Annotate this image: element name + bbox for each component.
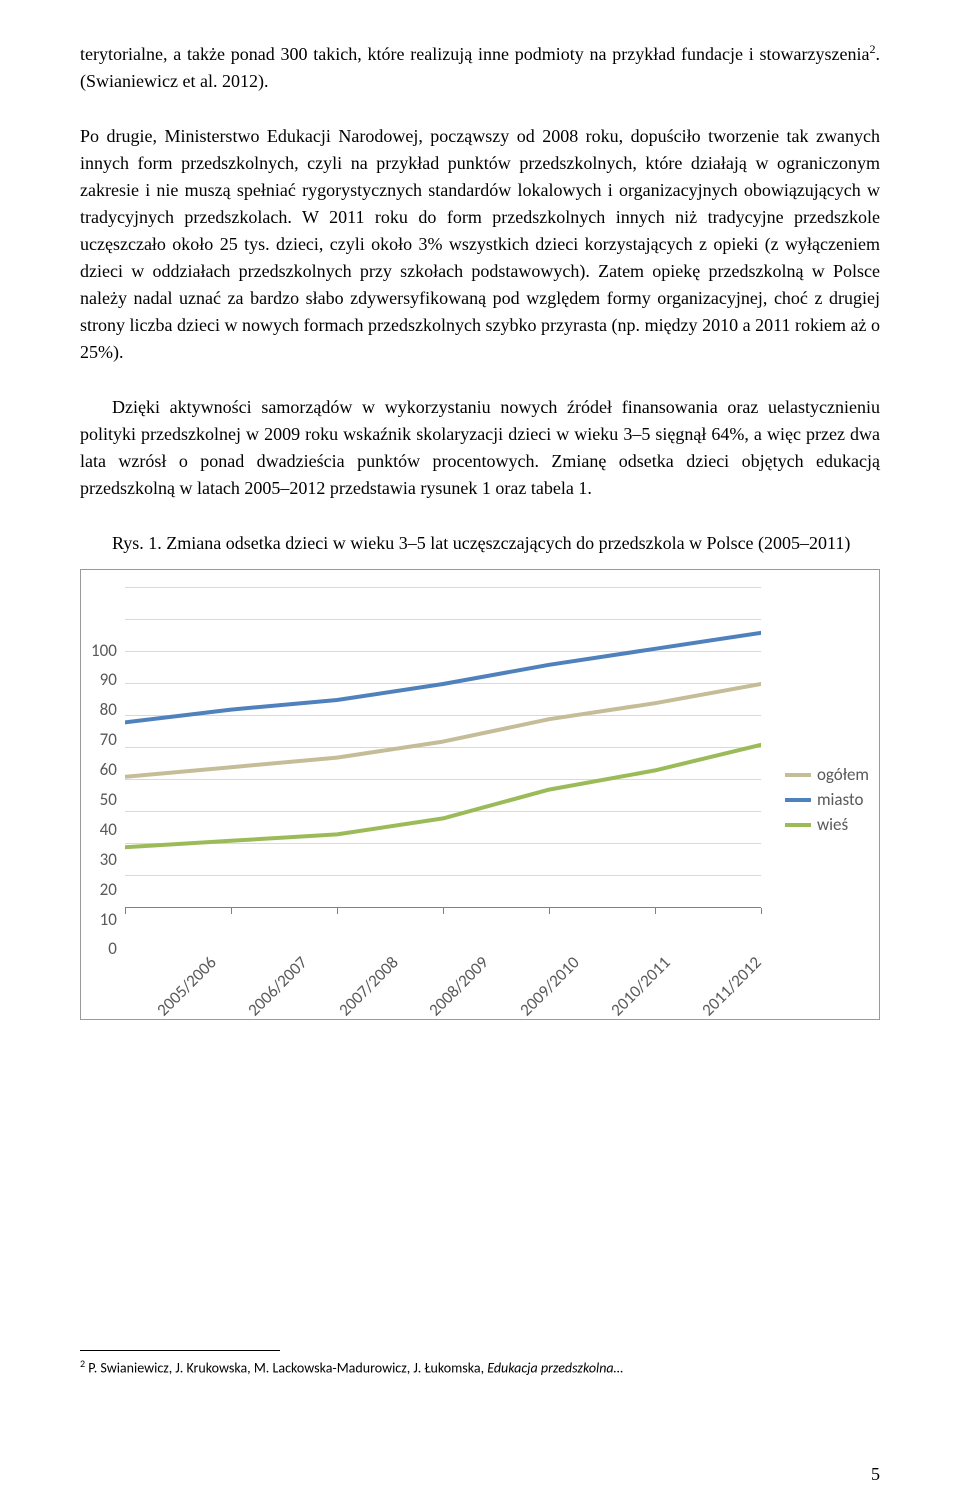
legend-item-wieś: wieś [785,814,869,835]
footnote-text-italic: Edukacja przedszkolna… [487,1360,623,1377]
y-tick-label: 0 [108,938,117,959]
y-tick-label: 50 [100,789,117,810]
chart-plot-area [125,588,761,908]
footnote-separator [80,1350,280,1351]
y-tick-label: 80 [100,699,117,720]
chart-legend: ogółem miasto wieś [761,760,869,839]
legend-label: miasto [817,789,864,810]
y-tick-label: 30 [100,849,117,870]
series-ogółem [125,684,761,777]
legend-label: wieś [817,814,848,835]
legend-item-miasto: miasto [785,789,869,810]
x-tick [655,908,656,914]
x-tick [337,908,338,914]
x-tick [125,908,126,914]
series-wieś [125,745,761,847]
y-tick-label: 40 [100,819,117,840]
paragraph-1: terytorialne, a także ponad 300 takich, … [80,40,880,95]
y-tick-label: 100 [91,640,117,661]
series-miasto [125,633,761,723]
chart-y-axis: 1009080706050403020100 [91,640,125,960]
chart-container: 1009080706050403020100 2005/20062006/200… [80,569,880,1020]
y-tick-label: 20 [100,879,117,900]
footnote: 2 P. Swianiewicz, J. Krukowska, M. Lacko… [80,1357,880,1378]
footnote-text: P. Swianiewicz, J. Krukowska, M. Lackows… [85,1360,487,1377]
paragraph-2: Po drugie, Ministerstwo Edukacji Narodow… [80,123,880,366]
legend-label: ogółem [817,764,869,785]
legend-swatch [785,823,811,827]
y-tick-label: 60 [100,759,117,780]
x-tick [231,908,232,914]
page-number: 5 [871,1464,880,1485]
x-tick [549,908,550,914]
paragraph-3: Dzięki aktywności samorządów w wykorzyst… [80,394,880,502]
legend-item-ogółem: ogółem [785,764,869,785]
chart-plot-column: 2005/20062006/20072007/20082008/20092009… [125,588,761,1011]
chart-series-svg [125,588,761,908]
chart-x-axis: 2005/20062006/20072007/20082008/20092009… [125,920,761,941]
legend-swatch [785,773,811,777]
y-tick-label: 70 [100,729,117,750]
figure-caption: Rys. 1. Zmiana odsetka dzieci w wieku 3–… [80,530,880,557]
legend-swatch [785,798,811,802]
chart-inner: 1009080706050403020100 2005/20062006/200… [91,588,869,1011]
y-tick-label: 10 [100,909,117,930]
y-tick-label: 90 [100,669,117,690]
paragraph-1-text-a: terytorialne, a także ponad 300 takich, … [80,44,870,64]
x-tick [443,908,444,914]
page: terytorialne, a także ponad 300 takich, … [0,0,960,1509]
x-tick [761,908,762,914]
